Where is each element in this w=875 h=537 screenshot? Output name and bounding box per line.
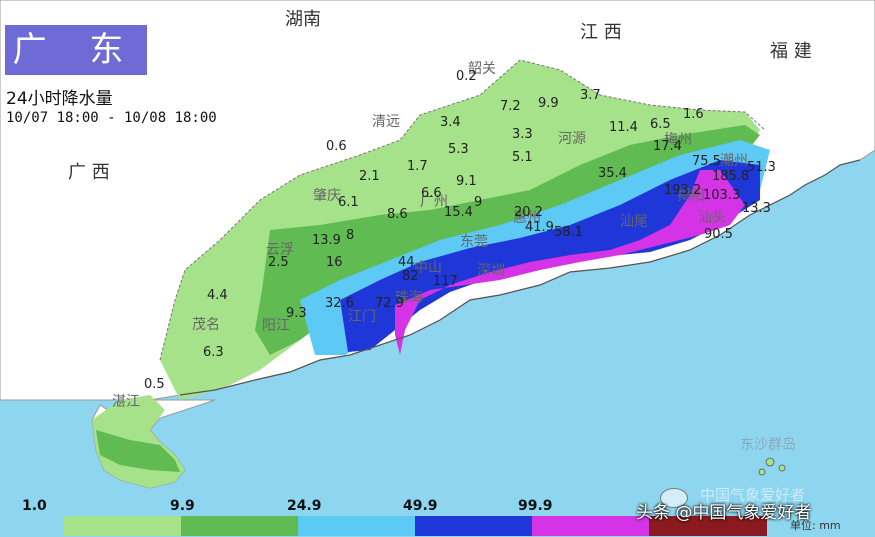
value-label: 11.4 (609, 120, 638, 135)
city-meizhou: 梅州 (664, 132, 692, 148)
value-label: 75.5 (692, 154, 721, 169)
zone-moderate-west (96, 430, 180, 472)
value-label: 58.1 (554, 225, 583, 240)
city-shaoguan: 韶关 (468, 61, 496, 77)
legend-swatch (649, 516, 767, 536)
value-label: 1.7 (407, 159, 428, 174)
neighbor-hunan: 湖南 (285, 9, 321, 30)
page-title: 广 东 (5, 25, 147, 75)
city-jieyang: 揭阳 (677, 188, 705, 204)
city-chaozhou: 潮州 (720, 153, 748, 169)
city-huizhou: 惠州 (513, 210, 541, 226)
value-label: 6.6 (421, 186, 442, 201)
value-label: 13.9 (312, 233, 341, 248)
value-label: 6.3 (203, 345, 224, 360)
value-label: 185.8 (712, 169, 749, 184)
city-zhuhai: 珠海 (395, 290, 423, 306)
city-zhanjiang: 湛江 (112, 394, 140, 410)
value-label: 8.6 (387, 207, 408, 222)
value-label: 1.6 (683, 107, 704, 122)
value-label: 9 (474, 195, 482, 210)
legend-swatch (415, 516, 532, 536)
value-label: 6.5 (650, 117, 671, 132)
neighbor-jiangxi: 江 西 (580, 22, 622, 43)
watermark-logo-icon (660, 488, 688, 508)
value-label: 20.2 (514, 205, 543, 220)
value-label: 3.4 (440, 115, 461, 130)
value-label: 0.2 (456, 69, 477, 84)
neighbor-guangxi: 广 西 (68, 162, 110, 183)
watermark: 头条 @中国气象爱好者 (636, 503, 812, 523)
city-zhaoqing: 肇庆 (313, 188, 341, 204)
dongsha-islands (758, 457, 786, 476)
value-label: 3.7 (580, 88, 601, 103)
value-label: 44 (398, 255, 415, 270)
legend-threshold: 9.9 (170, 498, 195, 514)
value-label: 17.4 (653, 139, 682, 154)
neighbor-fujian: 福 建 (770, 41, 812, 62)
city-jiangmen: 江门 (348, 309, 376, 325)
value-label: 90.5 (704, 227, 733, 242)
value-label: 193.2 (664, 183, 701, 198)
city-maoming: 茂名 (192, 316, 220, 333)
legend-unit: 单位: mm (790, 519, 841, 532)
city-shenzhen: 深圳 (477, 263, 505, 279)
value-label: 117 (433, 274, 458, 289)
city-heyuan: 河源 (558, 131, 586, 147)
legend-swatch (298, 516, 415, 536)
legend-color-bar (64, 516, 767, 536)
value-label: 2.5 (268, 255, 289, 270)
city-zhongshan: 中山 (414, 260, 442, 276)
legend-swatch (64, 516, 181, 536)
legend-threshold: 1.0 (22, 498, 47, 514)
value-label: 7.2 (500, 99, 521, 114)
city-shantou: 汕头 (698, 210, 726, 226)
city-dongsha: 东沙群岛 (740, 437, 796, 453)
value-label: 15.4 (444, 205, 473, 220)
zone-heavy-rainstorm (395, 170, 745, 355)
value-label: 0.6 (326, 139, 347, 154)
value-label: 9.1 (456, 174, 477, 189)
watermark-faint: 中国气象爱好者 (700, 486, 806, 504)
value-label: 13.3 (742, 201, 771, 216)
city-dongguan: 东莞 (460, 234, 488, 250)
value-label: 4.4 (207, 288, 228, 303)
value-label: 41.9 (525, 220, 554, 235)
value-label: 6.1 (338, 195, 359, 210)
value-label: 5.1 (512, 150, 533, 165)
value-label: 16 (326, 255, 343, 270)
value-label: 2.1 (359, 169, 380, 184)
value-label: 32.6 (325, 296, 354, 311)
value-label: 8 (346, 228, 354, 243)
city-qingyuan: 清远 (372, 114, 400, 130)
value-label: 51.3 (747, 160, 776, 175)
legend-swatch (532, 516, 649, 536)
value-label: 0.5 (144, 377, 165, 392)
coastline (179, 159, 861, 396)
legend-swatch (181, 516, 298, 536)
time-period: 10/07 18:00 - 10/08 18:00 (6, 110, 217, 126)
city-shanwei: 汕尾 (620, 214, 648, 230)
subtitle: 24小时降水量 (6, 89, 113, 109)
value-label: 9.3 (286, 306, 307, 321)
city-yangjiang: 阳江 (262, 318, 290, 334)
value-label: 103.3 (703, 188, 740, 203)
legend-threshold: 24.9 (287, 498, 322, 514)
legend-threshold: 99.9 (518, 498, 553, 514)
value-label: 3.3 (512, 127, 533, 142)
value-label: 9.9 (538, 96, 559, 111)
province-border (159, 59, 766, 361)
value-label: 82 (402, 269, 419, 284)
legend-threshold: 49.9 (403, 498, 438, 514)
value-label: 35.4 (598, 166, 627, 181)
zone-rainstorm (340, 160, 760, 352)
city-yunfu: 云浮 (266, 242, 294, 258)
value-label: 5.3 (448, 142, 469, 157)
value-label: 72.9 (375, 296, 404, 311)
city-guangzhou: 广州 (420, 194, 448, 210)
